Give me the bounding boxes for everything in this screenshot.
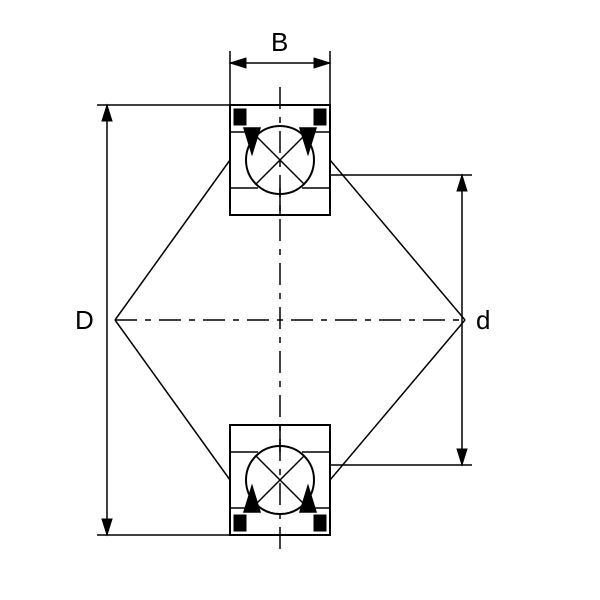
label-d: d <box>476 305 490 335</box>
bearing-diagram: B Dd <box>0 0 600 600</box>
label-D: D <box>75 305 94 335</box>
label-B: B <box>271 27 288 57</box>
